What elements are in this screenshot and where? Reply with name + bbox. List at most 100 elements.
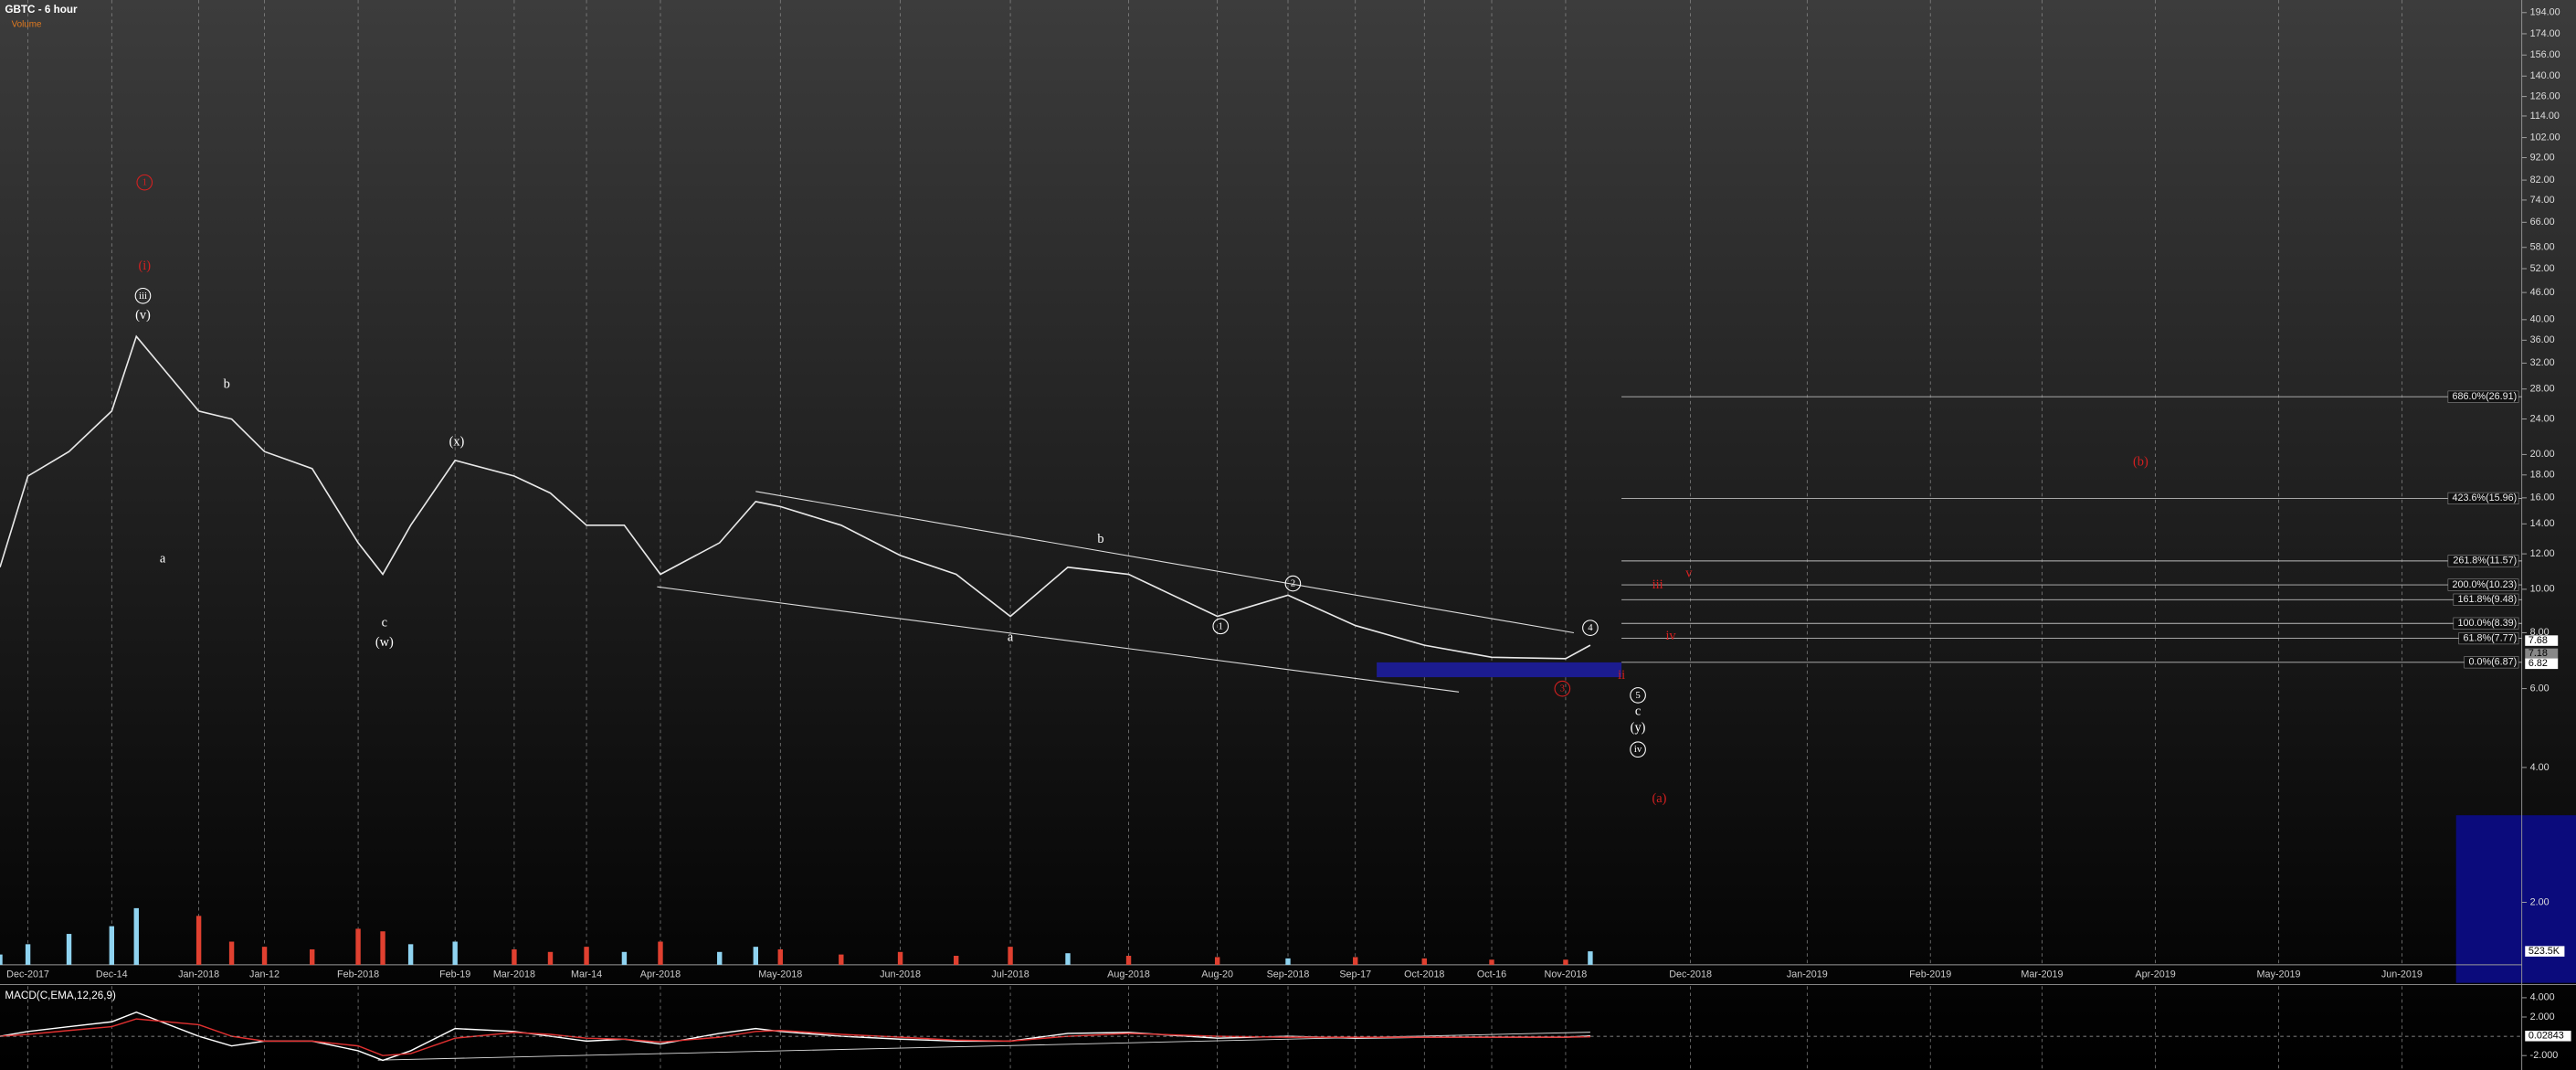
volume-bar xyxy=(195,916,202,965)
wave-label: iv xyxy=(1665,629,1676,643)
y-tick-label: 32.00 xyxy=(2530,357,2555,368)
x-tick-label: Aug-20 xyxy=(1201,969,1233,980)
y-tick-label: 58.00 xyxy=(2530,242,2555,253)
price-line xyxy=(0,1018,1590,1056)
volume-bar xyxy=(25,944,31,965)
x-tick-label: Feb-2018 xyxy=(337,969,379,980)
wave-label: c xyxy=(382,616,387,630)
wave-circle xyxy=(1630,687,1646,704)
target-box xyxy=(2455,815,2576,983)
price-tag: 7.18 xyxy=(2528,648,2548,659)
y-tick-label: 20.00 xyxy=(2530,449,2555,460)
x-tick-label: Aug-2018 xyxy=(1107,969,1150,980)
volume-bar xyxy=(407,944,414,965)
volume-tag-box xyxy=(2525,946,2565,957)
macd-tag-box xyxy=(2525,1031,2571,1042)
wave-label: iii xyxy=(139,291,147,302)
x-tick-label: Sep-2018 xyxy=(1267,969,1310,980)
wave-label: 5 xyxy=(1635,690,1640,701)
y-tick-label: 4.000 xyxy=(2530,992,2555,1003)
fib-label-box xyxy=(2453,617,2519,630)
x-tick-label: Jan-2018 xyxy=(178,969,219,980)
fib-label-box xyxy=(2447,578,2519,591)
y-tick-label: 74.00 xyxy=(2530,195,2555,206)
y-tick-label: 18.00 xyxy=(2530,470,2555,481)
wave-label: (i) xyxy=(138,259,151,273)
volume-bar xyxy=(1008,947,1013,965)
volume-bar xyxy=(1125,956,1132,965)
wave-label: c xyxy=(1635,705,1641,719)
macd-tag: 0.02843 xyxy=(2528,1031,2564,1042)
volume-bar xyxy=(1353,957,1358,965)
y-tick-label: 92.00 xyxy=(2530,152,2555,163)
volume-bar xyxy=(452,941,458,965)
price-tag-box xyxy=(2525,648,2559,660)
fib-label: 423.6%(15.96) xyxy=(2453,493,2518,503)
wave-circle xyxy=(1630,741,1646,758)
x-tick-label: Nov-2018 xyxy=(1545,969,1588,980)
fib-label: 161.8%(9.48) xyxy=(2458,594,2518,605)
fib-label: 61.8%(7.77) xyxy=(2464,632,2518,643)
x-tick-label: Jul-2018 xyxy=(991,969,1029,980)
volume-bar xyxy=(1588,951,1593,965)
x-tick-label: Sep-17 xyxy=(1339,969,1371,980)
volume-bar xyxy=(1214,957,1220,965)
wave-circle xyxy=(1554,680,1571,697)
y-tick-label: 24.00 xyxy=(2530,413,2555,424)
price-tag: 7.68 xyxy=(2528,635,2548,646)
y-tick-label: 52.00 xyxy=(2530,263,2555,274)
wave-circle xyxy=(1582,620,1599,636)
wave-label: v xyxy=(1685,567,1693,581)
target-box xyxy=(1377,662,1622,678)
wave-circle xyxy=(1212,618,1230,635)
price-line xyxy=(0,334,1591,660)
grid xyxy=(27,0,2402,1070)
wave-label: (w) xyxy=(375,635,394,650)
y-tick-label: 174.00 xyxy=(2530,28,2560,39)
volume-bar xyxy=(228,941,235,965)
volume-bar xyxy=(1421,958,1427,965)
y-tick-label: 14.00 xyxy=(2530,518,2555,529)
channel-line xyxy=(657,586,1460,693)
x-tick-label: May-2019 xyxy=(2257,969,2301,980)
wave-label: (x) xyxy=(449,435,465,450)
y-tick-label: 28.00 xyxy=(2530,384,2555,395)
volume-bar xyxy=(355,928,361,965)
volume-tag: 523.5K xyxy=(2528,946,2560,957)
fib-label-box xyxy=(2447,390,2519,403)
wave-label: iv xyxy=(1634,744,1642,755)
wave-label: (b) xyxy=(2133,454,2148,469)
volume-bar xyxy=(584,947,589,965)
wave-circle xyxy=(1284,575,1302,592)
x-tick-label: Mar-14 xyxy=(571,969,602,980)
fib-label: 686.0%(26.91) xyxy=(2453,391,2518,402)
y-tick-label: -2.000 xyxy=(2530,1050,2559,1061)
price-tag: 6.82 xyxy=(2528,658,2548,669)
volume-bar xyxy=(310,948,315,965)
x-tick-label: Jan-2019 xyxy=(1787,969,1828,980)
volume-bar xyxy=(1489,959,1494,965)
volume-bar xyxy=(109,926,114,965)
wave-label: 4 xyxy=(1588,622,1593,633)
wave-label: a xyxy=(1008,630,1014,645)
y-tick-label: 140.00 xyxy=(2530,70,2560,81)
volume-bar xyxy=(0,954,3,965)
fib-label-box xyxy=(2458,632,2519,645)
volume-bar xyxy=(547,951,554,965)
y-tick-label: 36.00 xyxy=(2530,334,2555,345)
volume-bar xyxy=(777,948,783,965)
x-tick-label: Apr-2018 xyxy=(640,969,681,980)
y-tick-label: 156.00 xyxy=(2530,49,2560,60)
x-tick-label: Jun-2019 xyxy=(2381,969,2423,980)
fib-label-box xyxy=(2464,656,2519,669)
wave-label: (y) xyxy=(1631,721,1646,736)
wave-label: 3 xyxy=(1560,683,1565,694)
volume-bar xyxy=(1065,953,1071,965)
wave-label: 1 xyxy=(1219,620,1223,631)
fib-label-box xyxy=(2447,555,2519,567)
volume-bar xyxy=(133,907,139,965)
x-tick-label: Oct-16 xyxy=(1477,969,1506,980)
wave-label: (v) xyxy=(135,308,151,323)
